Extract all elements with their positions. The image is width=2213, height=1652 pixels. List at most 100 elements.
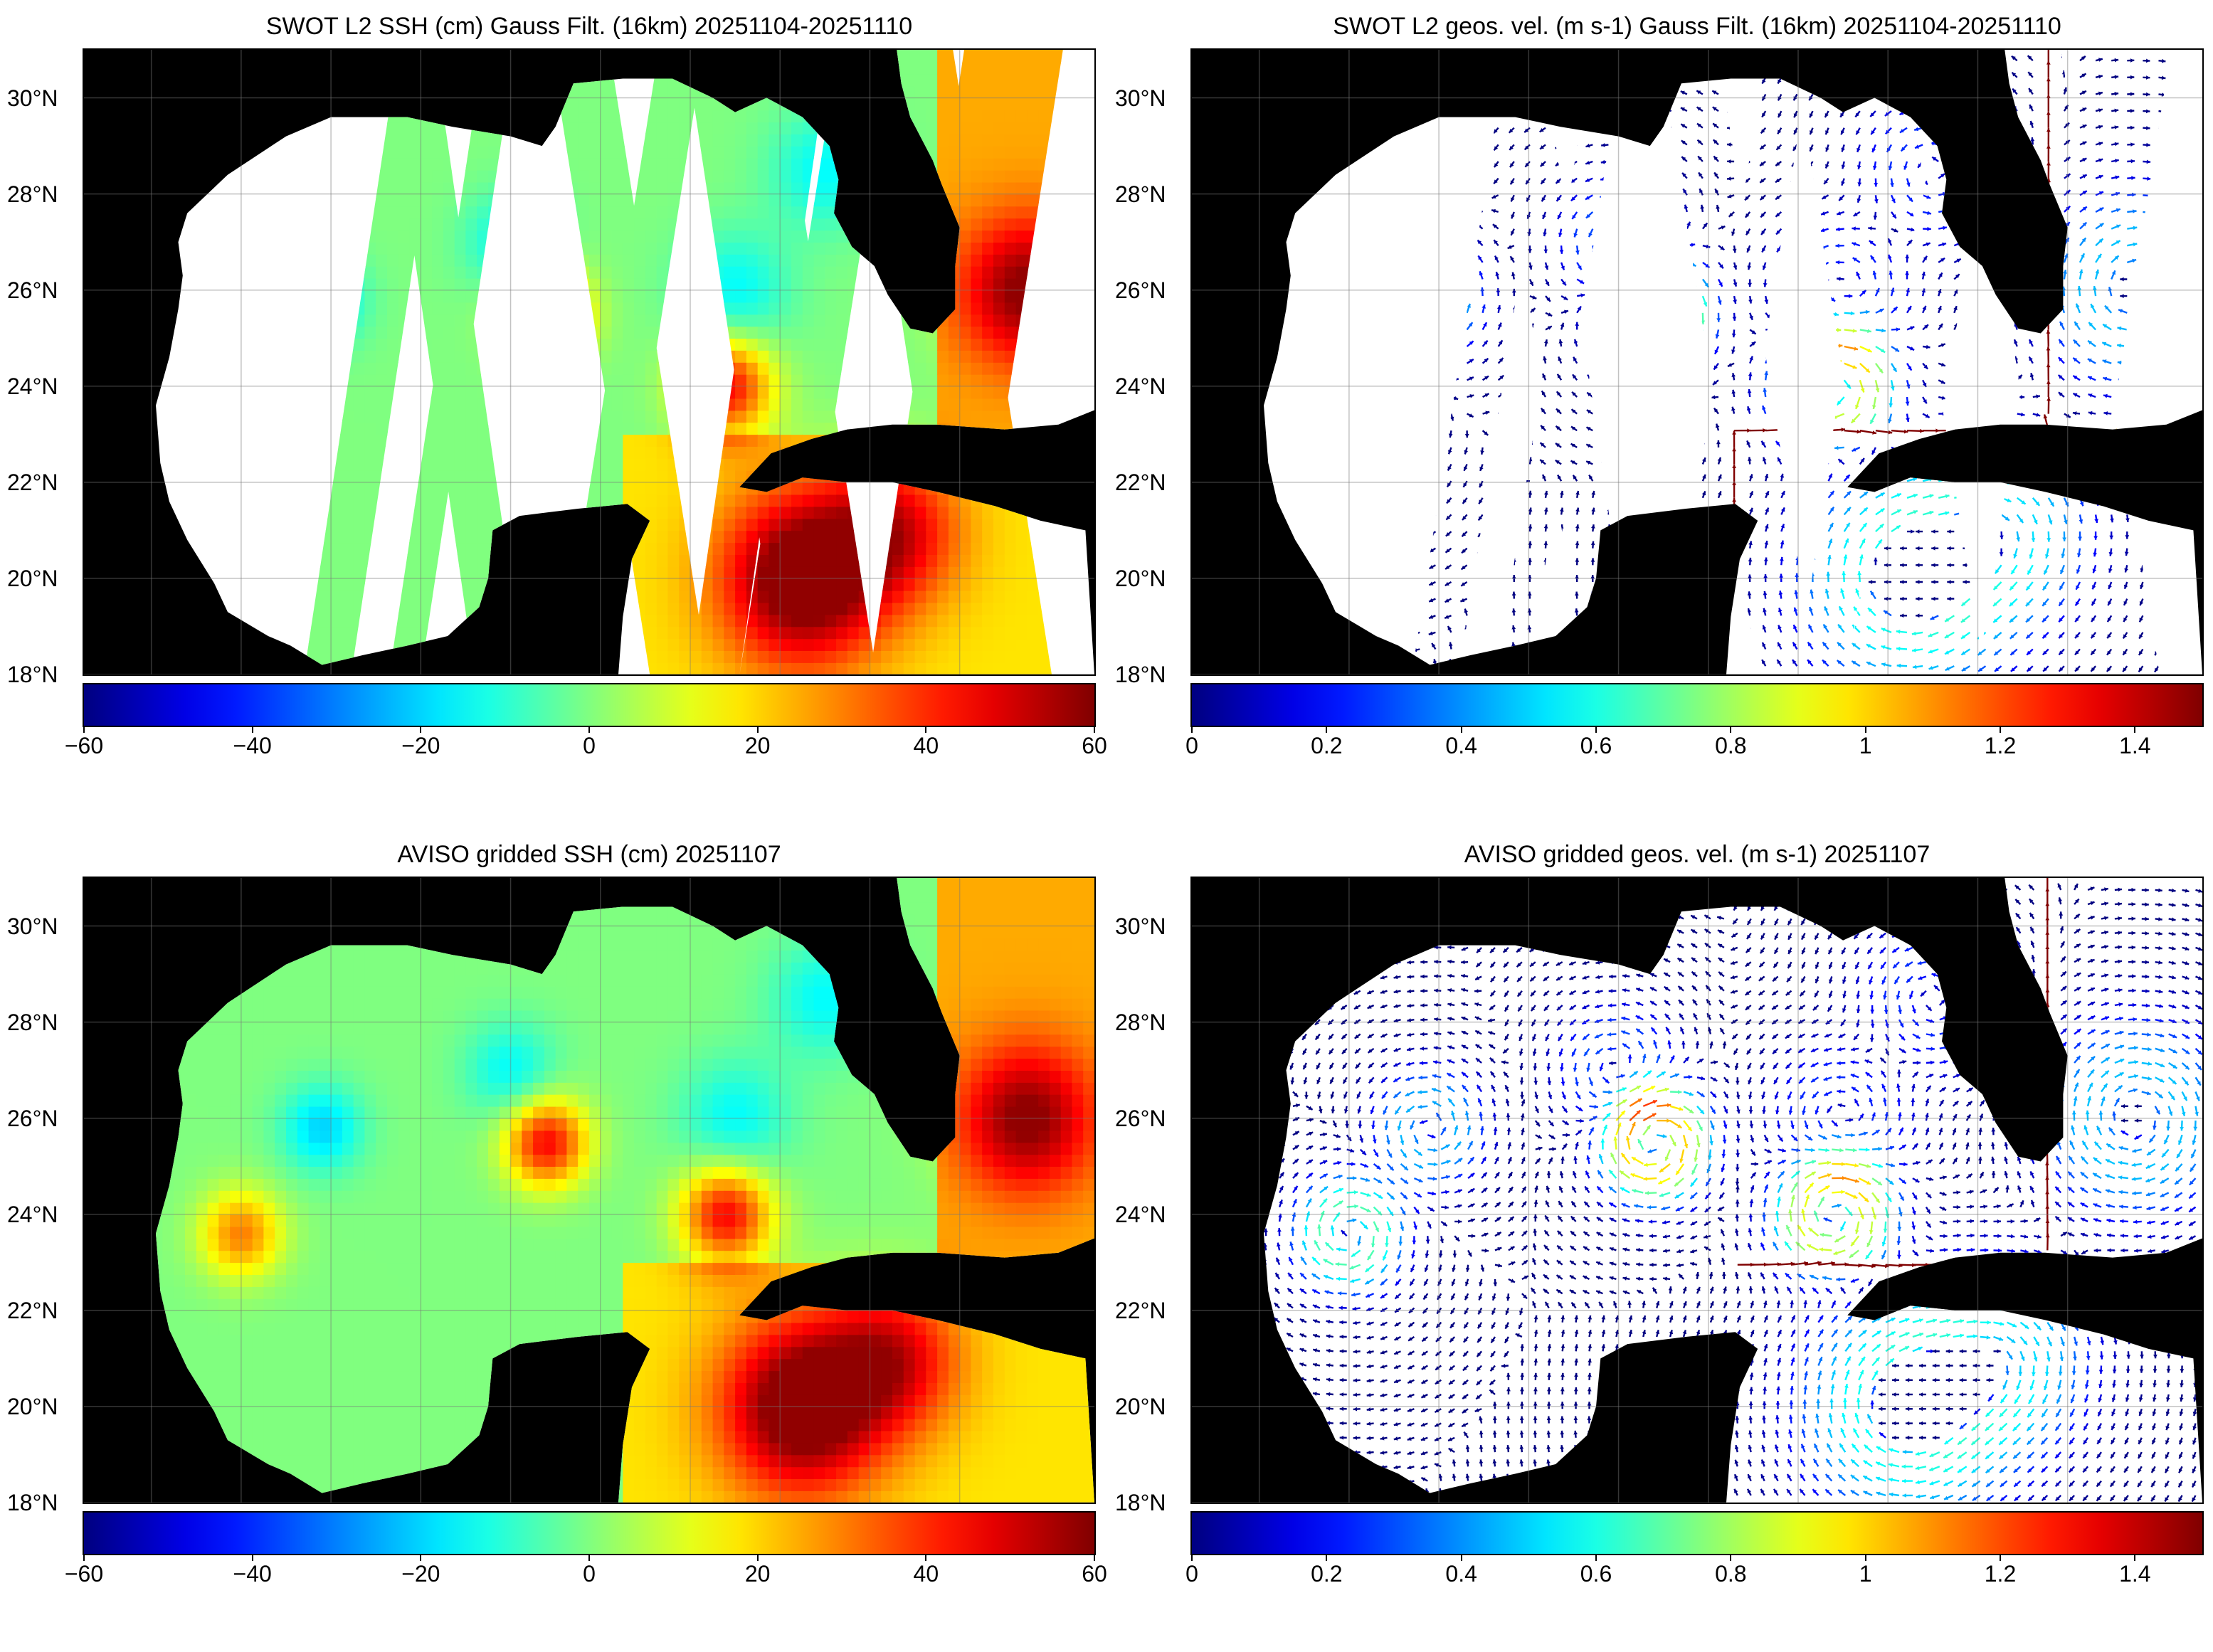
colorbar-tick-label: 20 <box>745 1561 771 1587</box>
panel-title: AVISO gridded SSH (cm) 20251107 <box>84 841 1094 869</box>
lat-tick-label: 30°N <box>1115 85 1166 112</box>
lat-tick-label: 22°N <box>7 1298 58 1324</box>
colorbar-tickmark <box>588 1554 590 1561</box>
lat-tick-label: 22°N <box>1115 470 1166 496</box>
colorbar-tickmark <box>1730 1554 1732 1561</box>
colorbar-tick-label: 0 <box>1185 1561 1198 1587</box>
lat-tick-label: 22°N <box>1115 1298 1166 1324</box>
colorbar-tickmark <box>1460 1554 1462 1561</box>
lat-tick-label: 28°N <box>7 1010 58 1036</box>
lat-tick-label: 24°N <box>7 1202 58 1228</box>
colorbar-tick-label: −20 <box>401 1561 440 1587</box>
map-aviso-vel <box>1190 877 2204 1504</box>
colorbar-tickmark <box>1730 726 1732 733</box>
colorbar-tickmark <box>1326 1554 1328 1561</box>
colorbar-tick-label: 0 <box>583 733 596 759</box>
map-canvas-swot-vel <box>1192 50 2202 674</box>
colorbar-tick-label: 1.2 <box>1985 1561 2016 1587</box>
colorbar-tick-label: 0.8 <box>1715 1561 1746 1587</box>
colorbar-tick-label: 1.4 <box>2119 733 2150 759</box>
colorbar-tickmark <box>756 726 759 733</box>
colorbar-tickmark <box>251 1554 253 1561</box>
colorbar-tickmark <box>251 726 253 733</box>
colorbar-tick-label: 60 <box>1082 733 1107 759</box>
colorbar-tickmark <box>588 726 590 733</box>
colorbar-tickmark <box>1595 1554 1597 1561</box>
colorbar-tick-label: 0.6 <box>1580 733 1612 759</box>
map-canvas-swot-ssh <box>84 50 1094 674</box>
colorbar-tick-label: 0.4 <box>1445 1561 1477 1587</box>
lat-tick-label: 22°N <box>7 470 58 496</box>
lat-tick-label: 18°N <box>7 1490 58 1516</box>
lat-tick-label: 26°N <box>7 1106 58 1132</box>
colorbar-tick-label: −40 <box>233 733 272 759</box>
colorbar-tickmark <box>1191 726 1193 733</box>
colorbar-tickmark <box>1094 1554 1095 1561</box>
colorbar-tickmark <box>83 1554 85 1561</box>
lat-tick-label: 20°N <box>1115 1394 1166 1420</box>
colorbar-tick-label: 0.2 <box>1311 733 1342 759</box>
panel-title: SWOT L2 SSH (cm) Gauss Filt. (16km) 2025… <box>84 13 1094 41</box>
colorbar-tick-label: 0.6 <box>1580 1561 1612 1587</box>
colorbar-tickmark <box>925 1554 927 1561</box>
colorbar-swot-ssh <box>83 683 1096 727</box>
lat-tick-label: 20°N <box>7 1394 58 1420</box>
lat-tick-label: 30°N <box>7 85 58 112</box>
colorbar-tick-label: 0.8 <box>1715 733 1746 759</box>
colorbar-tickmark <box>1094 726 1095 733</box>
lat-tick-label: 26°N <box>1115 1106 1166 1132</box>
colorbar-tick-label: 0.4 <box>1445 733 1477 759</box>
lat-tick-label: 26°N <box>1115 277 1166 304</box>
colorbar-tickmark <box>1595 726 1597 733</box>
map-swot-ssh <box>83 48 1096 676</box>
colorbar-tickmark <box>1326 726 1328 733</box>
lat-tick-label: 20°N <box>1115 566 1166 592</box>
colorbar-tickmark <box>1864 1554 1866 1561</box>
colorbar-tick-label: 60 <box>1082 1561 1107 1587</box>
lat-tick-label: 28°N <box>7 181 58 208</box>
colorbar-tick-label: 0 <box>1185 733 1198 759</box>
colorbar-tickmark <box>420 726 422 733</box>
colorbar-tickmark <box>2134 726 2136 733</box>
colorbar-tickmark <box>2000 726 2001 733</box>
lat-tick-label: 18°N <box>7 662 58 688</box>
colorbar-tick-label: 1 <box>1859 733 1872 759</box>
colorbar-tick-label: 1.4 <box>2119 1561 2150 1587</box>
colorbar-tick-label: −60 <box>65 733 103 759</box>
lat-tick-label: 30°N <box>1115 914 1166 940</box>
colorbar-swot-vel <box>1190 683 2204 727</box>
lat-tick-label: 18°N <box>1115 1490 1166 1516</box>
colorbar-tick-label: 40 <box>914 733 939 759</box>
colorbar-tick-label: 40 <box>914 1561 939 1587</box>
colorbar-tickmark <box>756 1554 759 1561</box>
colorbar-tick-label: −40 <box>233 1561 272 1587</box>
colorbar-tickmark <box>2134 1554 2136 1561</box>
panel-title: SWOT L2 geos. vel. (m s-1) Gauss Filt. (… <box>1192 13 2202 41</box>
lat-tick-label: 24°N <box>1115 1202 1166 1228</box>
colorbar-tick-label: 1 <box>1859 1561 1872 1587</box>
ocean-area <box>1264 878 2202 1503</box>
colorbar-tick-label: −60 <box>65 1561 103 1587</box>
colorbar-tick-label: 1.2 <box>1985 733 2016 759</box>
colorbar-tickmark <box>83 726 85 733</box>
lat-tick-label: 24°N <box>1115 374 1166 400</box>
lat-tick-label: 24°N <box>7 374 58 400</box>
panel-title: AVISO gridded geos. vel. (m s-1) 2025110… <box>1192 841 2202 869</box>
colorbar-tickmark <box>420 1554 422 1561</box>
lat-tick-label: 26°N <box>7 277 58 304</box>
map-aviso-ssh <box>83 877 1096 1504</box>
colorbar-tickmark <box>1191 1554 1193 1561</box>
colorbar-aviso-vel <box>1190 1511 2204 1555</box>
lat-tick-label: 28°N <box>1115 181 1166 208</box>
map-canvas-aviso-vel <box>1192 878 2202 1503</box>
colorbar-tickmark <box>925 726 927 733</box>
colorbar-tick-label: −20 <box>401 733 440 759</box>
colorbar-aviso-ssh <box>83 1511 1096 1555</box>
lat-tick-label: 28°N <box>1115 1010 1166 1036</box>
colorbar-tick-label: 0.2 <box>1311 1561 1342 1587</box>
colorbar-tick-label: 20 <box>745 733 771 759</box>
colorbar-tickmark <box>2000 1554 2001 1561</box>
colorbar-tickmark <box>1460 726 1462 733</box>
colorbar-tickmark <box>1864 726 1866 733</box>
